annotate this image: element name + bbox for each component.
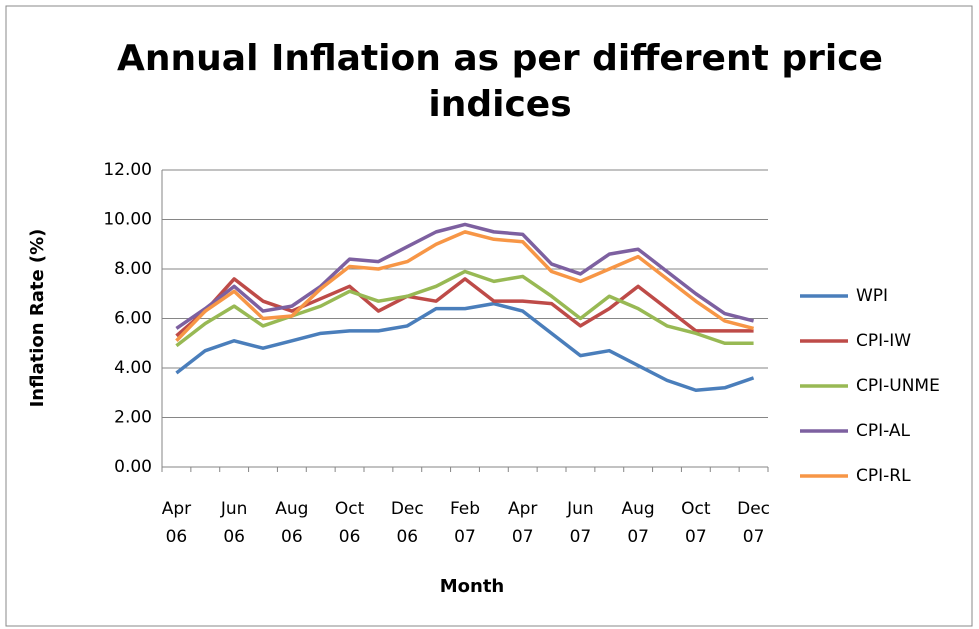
series-line	[175, 277, 754, 338]
x-tick-label: Aug 07	[622, 499, 655, 547]
x-tick-label: Oct 06	[335, 499, 365, 547]
y-tick-label: 6.00	[114, 309, 152, 329]
y-tick-label: 0.00	[114, 457, 152, 477]
x-tick-label: Apr 06	[162, 499, 191, 547]
chart-title: Annual Inflation as per different price i…	[117, 38, 883, 125]
legend-label: CPI-AL	[856, 421, 911, 441]
chart-frame	[5, 5, 973, 627]
legend-label: CPI-UNME	[856, 376, 940, 396]
legend-label: CPI-IW	[856, 331, 911, 351]
x-tick-label: Dec 06	[391, 499, 424, 547]
x-tick-label: Apr 07	[508, 499, 537, 547]
x-tick-label: Dec 07	[737, 499, 770, 547]
y-axis-label: Inflation Rate (%)	[27, 229, 48, 408]
series-line	[175, 269, 754, 348]
y-tick-label: 8.00	[114, 259, 152, 279]
series-line	[175, 301, 755, 393]
x-tick-label: Jun 06	[220, 499, 248, 547]
y-tick-label: 10.00	[103, 210, 152, 230]
legend-label: WPI	[856, 286, 888, 306]
y-tick-label: 2.00	[114, 408, 152, 428]
x-tick-label: Aug 06	[275, 499, 308, 547]
y-tick-label: 4.00	[114, 358, 152, 378]
x-tick-label: Oct 07	[681, 499, 711, 547]
x-axis-label: Month	[440, 576, 505, 597]
y-tick-label: 12.00	[103, 160, 152, 180]
x-tick-label: Jun 07	[566, 499, 594, 547]
x-tick-label: Feb 07	[450, 499, 480, 547]
series-line	[175, 230, 755, 342]
series-line	[175, 222, 755, 330]
legend-label: CPI-RL	[856, 466, 911, 486]
